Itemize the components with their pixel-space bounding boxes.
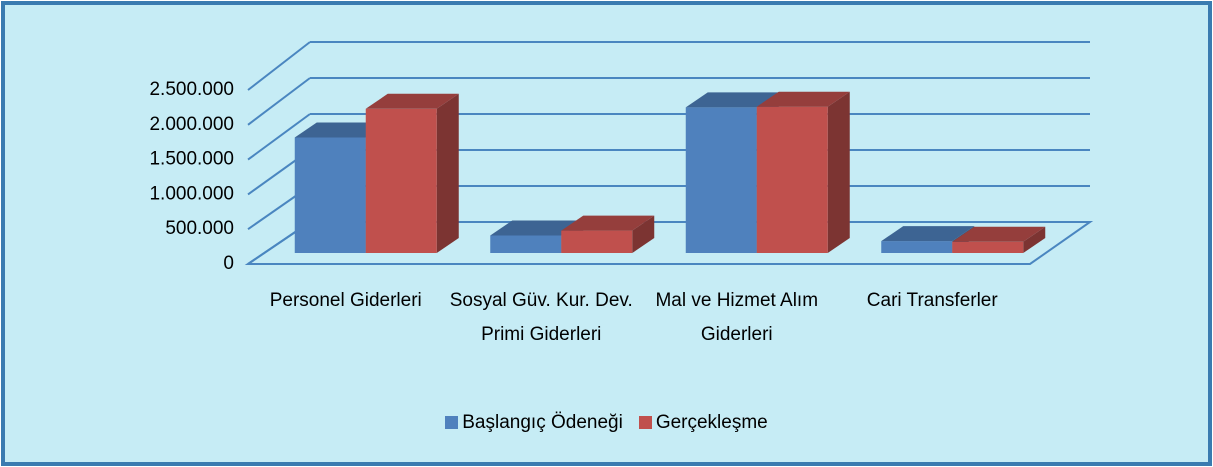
x-tick-label: Cari Transferler <box>866 290 998 311</box>
bar <box>881 241 953 253</box>
legend: Başlangıç Ödeneği Gerçekleşme <box>0 412 1213 434</box>
bar <box>952 241 1024 253</box>
y-tick-label: 2.000.000 <box>149 114 234 135</box>
legend-label: Başlangıç Ödeneği <box>462 412 623 433</box>
legend-item: Gerçekleşme <box>638 412 768 434</box>
bar <box>490 235 562 253</box>
grid-line <box>247 41 311 91</box>
x-tick-label: Mal ve Hizmet Alım Giderleri <box>655 290 819 345</box>
bar <box>365 108 437 253</box>
bar-top <box>756 91 850 107</box>
legend-swatch <box>445 416 459 429</box>
y-tick-label: 1.000.000 <box>149 183 234 204</box>
grid-line <box>247 77 311 126</box>
y-tick-label: 0 <box>223 253 234 274</box>
bar-side <box>827 91 850 253</box>
x-tick-label: Personel Giderleri <box>269 290 422 311</box>
grid-line <box>247 113 311 161</box>
bar <box>756 106 828 253</box>
bar-side <box>632 215 655 253</box>
legend-item: Başlangıç Ödeneği <box>445 412 623 434</box>
y-tick-label: 2.500.000 <box>149 79 234 100</box>
y-tick-label: 1.500.000 <box>149 149 234 170</box>
bar-top <box>561 215 655 231</box>
bar-side <box>1023 226 1046 253</box>
bar-top <box>365 93 459 109</box>
legend-swatch <box>638 416 652 429</box>
bar <box>561 230 633 253</box>
bar <box>685 107 757 254</box>
legend-label: Gerçekleşme <box>655 412 768 433</box>
x-tick-label: Sosyal Güv. Kur. Dev. Primi Giderleri <box>449 290 633 345</box>
bar-top <box>685 92 779 108</box>
bar-top <box>294 122 388 138</box>
bar-top <box>490 220 584 236</box>
bar-top <box>881 226 975 242</box>
bar-top <box>952 226 1046 242</box>
bar-side <box>436 93 459 253</box>
y-tick-label: 500.000 <box>165 218 234 239</box>
bar <box>294 137 366 253</box>
